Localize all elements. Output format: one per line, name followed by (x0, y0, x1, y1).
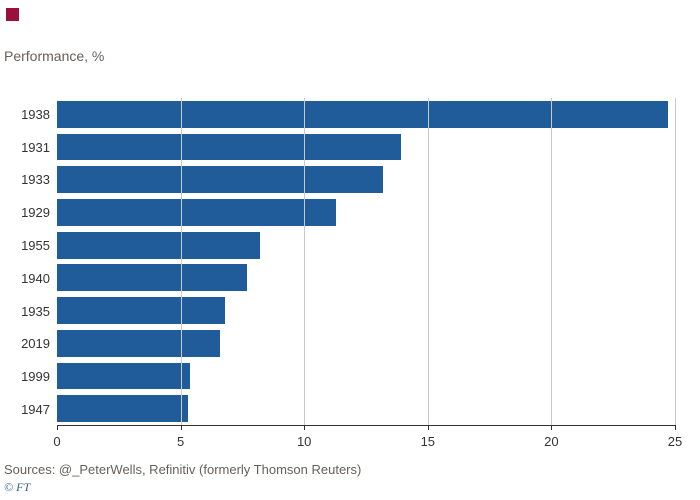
gridline-x-5 (180, 98, 182, 425)
gridline-x-10 (304, 98, 306, 425)
bar-row (57, 294, 675, 327)
bar-1947 (57, 395, 189, 423)
bar-row (57, 196, 675, 229)
y-axis-label-1955: 1955 (21, 238, 50, 254)
bar-1955 (57, 231, 260, 259)
bar-1940 (57, 264, 248, 292)
bar-row (57, 163, 675, 196)
chart-axis-title: Performance, % (4, 48, 105, 64)
y-axis-label-1931: 1931 (21, 139, 50, 155)
source-note: Sources: @_PeterWells, Refinitiv (former… (4, 462, 362, 477)
bar-1933 (57, 166, 384, 194)
x-tick-label-0: 0 (53, 434, 61, 449)
y-axis-label-2019: 2019 (21, 336, 50, 352)
bar-row (57, 392, 675, 425)
x-tick-25 (675, 425, 676, 430)
bar-2019 (57, 329, 221, 357)
y-axis-label-1940: 1940 (21, 270, 50, 286)
bar-1935 (57, 297, 226, 324)
y-axis-label-1947: 1947 (21, 402, 50, 418)
bar-row (57, 98, 675, 131)
bar-row (57, 327, 675, 360)
x-tick-15 (427, 425, 429, 430)
x-tick-10 (304, 425, 306, 430)
y-axis-label-1999: 1999 (21, 369, 50, 385)
x-tick-label-15: 15 (420, 434, 436, 449)
y-axis-label-1929: 1929 (21, 205, 50, 221)
bar-row (57, 131, 675, 164)
gridline-x-20 (551, 98, 553, 425)
x-tick-label-5: 5 (176, 434, 185, 449)
bar-chart: 0 5 10 15 20 25 (53, 98, 682, 449)
x-tick-5 (180, 425, 182, 430)
x-tick-0 (57, 425, 58, 430)
y-axis-label-1935: 1935 (21, 303, 50, 319)
x-tick-label-20: 20 (544, 434, 559, 449)
y-axis-label-1933: 1933 (21, 172, 50, 188)
bar-row (57, 360, 675, 393)
y-axis-label-1938: 1938 (21, 106, 50, 122)
bar-1938 (57, 100, 668, 128)
bar-row (57, 262, 675, 295)
bar-series (57, 98, 675, 425)
gridline-x-25 (675, 98, 676, 425)
bar-1931 (57, 133, 401, 161)
y-axis-labels: 1938 1931 1933 1929 1955 1940 1935 2019 1999 1947 (0, 98, 50, 426)
bar-1999 (57, 362, 191, 390)
x-tick-label-25: 25 (667, 434, 683, 449)
bar-1929 (57, 199, 337, 226)
gridline-x-15 (427, 98, 429, 425)
ft-credit: © FT (4, 480, 31, 494)
x-tick-20 (551, 425, 553, 430)
bar-row (57, 229, 675, 262)
x-tick-label-10: 10 (296, 434, 312, 449)
ft-red-square-marker (6, 8, 19, 21)
